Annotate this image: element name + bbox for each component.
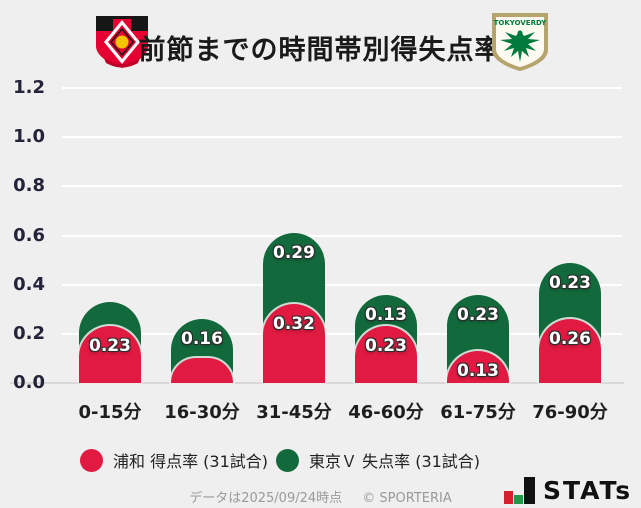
- gridline-0.6: [62, 234, 622, 237]
- urawa-scored-bar-16-30分: [171, 358, 233, 383]
- verdy-value-label-76-90分: 0.23: [549, 272, 591, 293]
- verdy-legend-dot-icon: [276, 448, 300, 472]
- y-tick-label-0.2: 0.2: [13, 322, 45, 344]
- urawa-value-label-0-15分: 0.23: [89, 336, 131, 357]
- verdy-value-label-16-30分: 0.16: [181, 329, 223, 350]
- gridline-1.2: [62, 87, 622, 90]
- urawa-value-label-46-60分: 0.23: [365, 336, 407, 357]
- legend-item-urawa: 浦和 得点率 (31試合): [80, 448, 268, 472]
- urawa-scored-bar-46-60分: [355, 326, 417, 383]
- gridline-0.8: [62, 185, 622, 188]
- urawa-reds-logo: [96, 16, 148, 68]
- y-tick-label-0.0: 0.0: [13, 372, 45, 393]
- urawa-scored-bar-0-15分: [79, 326, 141, 383]
- legend-item-verdy: 東京Ｖ 失点率 (31試合): [276, 448, 480, 472]
- x-tick-label-46-60分: 46-60分: [348, 402, 424, 423]
- urawa-value-label-76-90分: 0.26: [549, 329, 591, 350]
- y-tick-label-1.2: 1.2: [13, 77, 45, 99]
- verdy-legend-label: 東京Ｖ 失点率 (31試合): [309, 452, 481, 471]
- y-tick-label-0.6: 0.6: [13, 224, 45, 246]
- verdy-value-label-31-45分: 0.29: [273, 243, 315, 264]
- verdy-value-label-46-60分: 0.13: [365, 304, 407, 325]
- y-tick-label-0.8: 0.8: [13, 175, 45, 197]
- x-tick-label-76-90分: 76-90分: [532, 402, 608, 423]
- gridline-1.0: [62, 136, 622, 139]
- chart-title: 前節までの時間帯別得失点率: [138, 35, 503, 66]
- urawa-scored-bar-31-45分: [263, 304, 325, 383]
- urawa-scored-bar-76-90分: [539, 319, 601, 383]
- stats-logo-text: STATs: [543, 476, 633, 505]
- x-tick-label-16-30分: 16-30分: [164, 402, 240, 423]
- tokyo-verdy-logo: TOKYOVERDY: [492, 13, 548, 71]
- gridline-0.2: [62, 332, 622, 335]
- verdy-logo-text: TOKYOVERDY: [494, 19, 548, 27]
- data-date-note: データは2025/09/24時点: [189, 491, 343, 506]
- x-tick-label-0-15分: 0-15分: [78, 402, 142, 423]
- stats-logo: STATs: [500, 474, 633, 505]
- x-axis-line: [10, 382, 624, 384]
- verdy-value-label-61-75分: 0.23: [457, 304, 499, 325]
- gridline-0.4: [62, 283, 622, 286]
- urawa-legend-dot-icon: [80, 448, 103, 472]
- legend: 浦和 得点率 (31試合) 東京Ｖ 失点率 (31試合): [80, 448, 480, 472]
- y-tick-label-0.4: 0.4: [13, 273, 45, 295]
- y-tick-label-1.0: 1.0: [13, 126, 45, 148]
- footer-note: データは2025/09/24時点 © SPORTERIA: [0, 487, 641, 506]
- x-tick-label-31-45分: 31-45分: [256, 402, 332, 423]
- urawa-legend-label: 浦和 得点率 (31試合): [113, 452, 269, 471]
- urawa-value-label-61-75分: 0.13: [457, 361, 499, 382]
- stats-bar-chart-icon: [504, 476, 535, 504]
- copyright: © SPORTERIA: [362, 491, 452, 506]
- urawa-value-label-31-45分: 0.32: [273, 314, 315, 335]
- x-tick-label-61-75分: 61-75分: [440, 402, 516, 423]
